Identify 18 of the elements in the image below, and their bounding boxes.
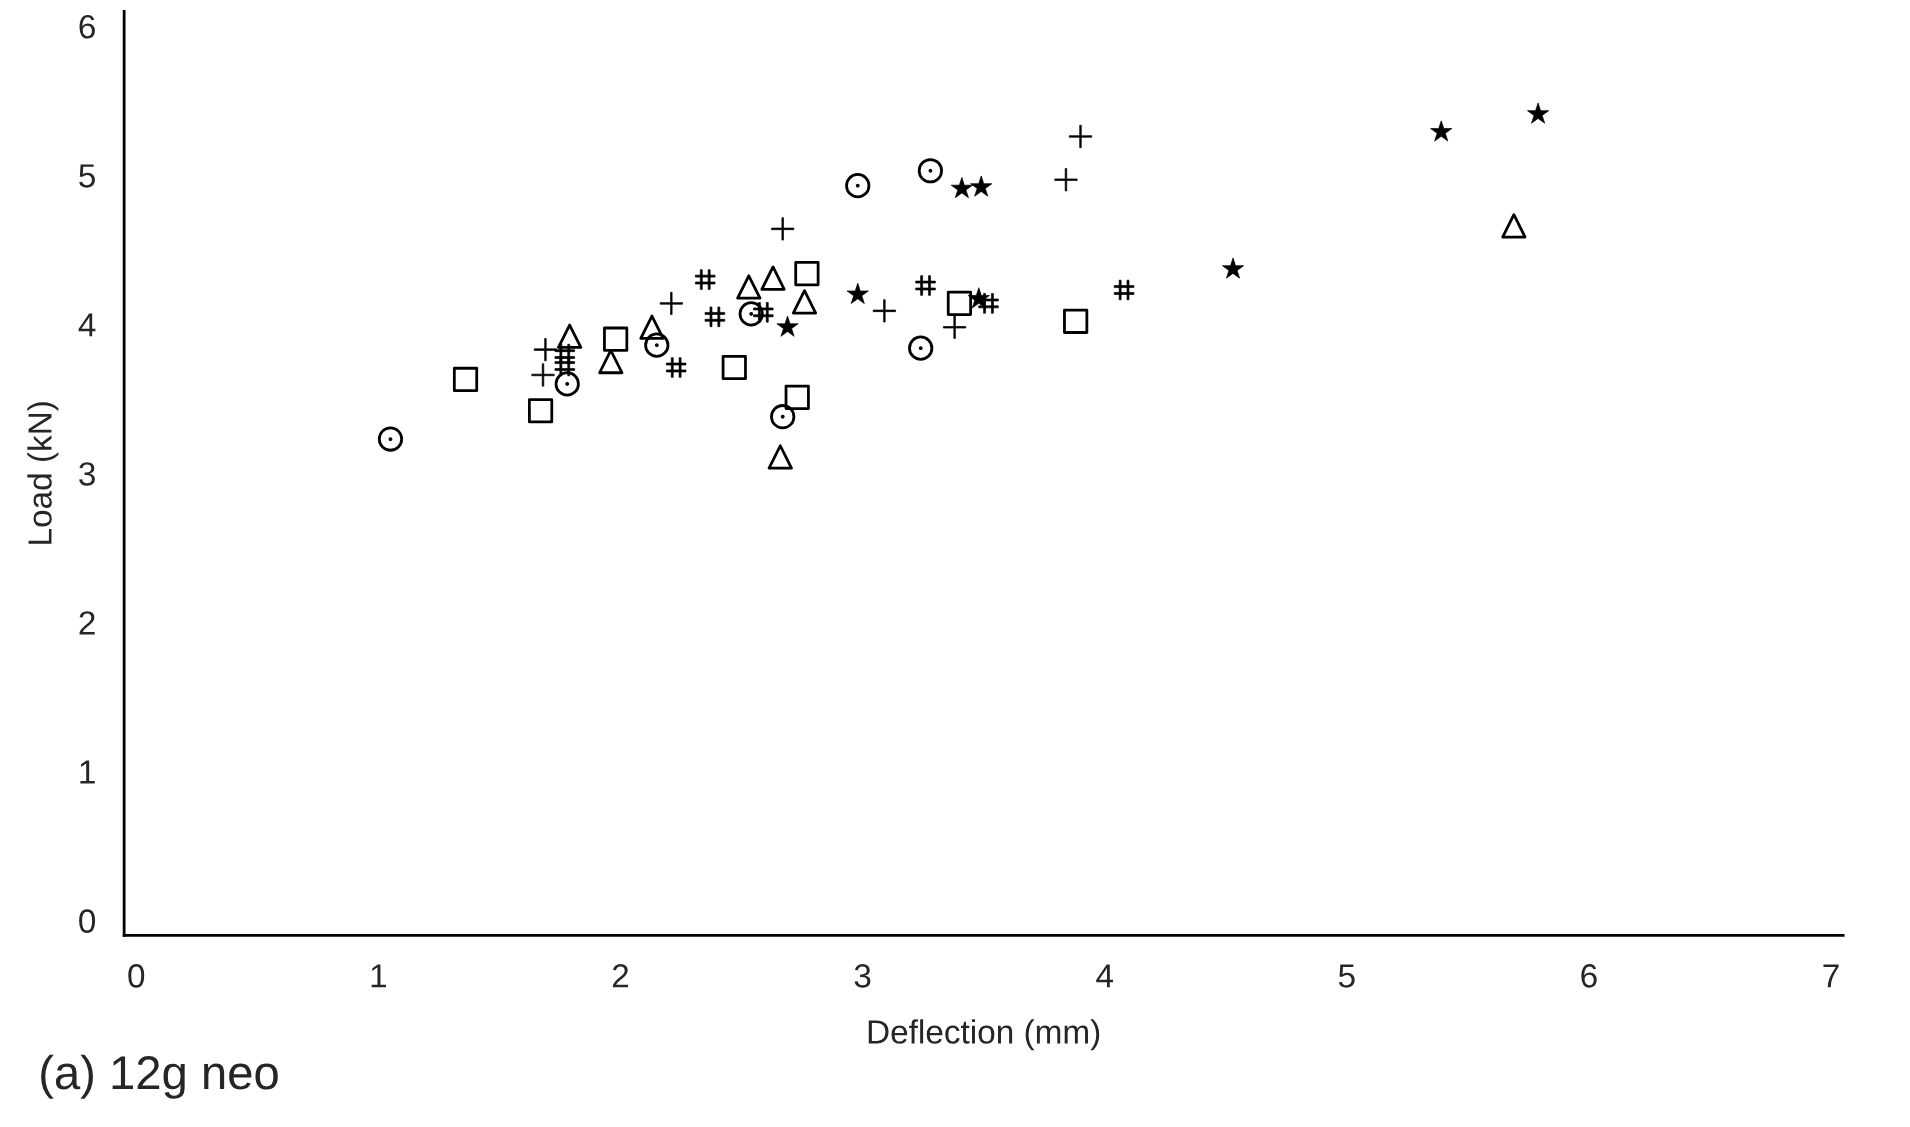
y-tick-label: 6 <box>79 14 95 39</box>
text: (a) 12g neo <box>41 1054 278 1099</box>
x-tick-label: 5 <box>1338 964 1355 988</box>
y-tick-label: 2 <box>79 611 95 635</box>
y-tick-label: 5 <box>79 164 95 188</box>
y-tick-label: 1 <box>80 760 95 784</box>
y-tick-label: 0 <box>79 909 96 933</box>
x-tick-label: 6 <box>1581 964 1597 988</box>
y-tick-label: 3 <box>79 462 95 486</box>
x-tick-label: 7 <box>1823 964 1839 988</box>
x-tick-label: 1 <box>371 964 387 988</box>
x-tick-label: 4 <box>1096 964 1113 988</box>
x-tick-label: 2 <box>612 964 629 988</box>
x-axis-title: Deflection (mm) <box>868 1019 1100 1051</box>
x-tick-label: 0 <box>128 964 145 988</box>
y-tick-label: 4 <box>78 313 96 337</box>
x-tick-label: 3 <box>854 964 871 988</box>
y-axis-title: Load (kN) <box>27 402 59 544</box>
